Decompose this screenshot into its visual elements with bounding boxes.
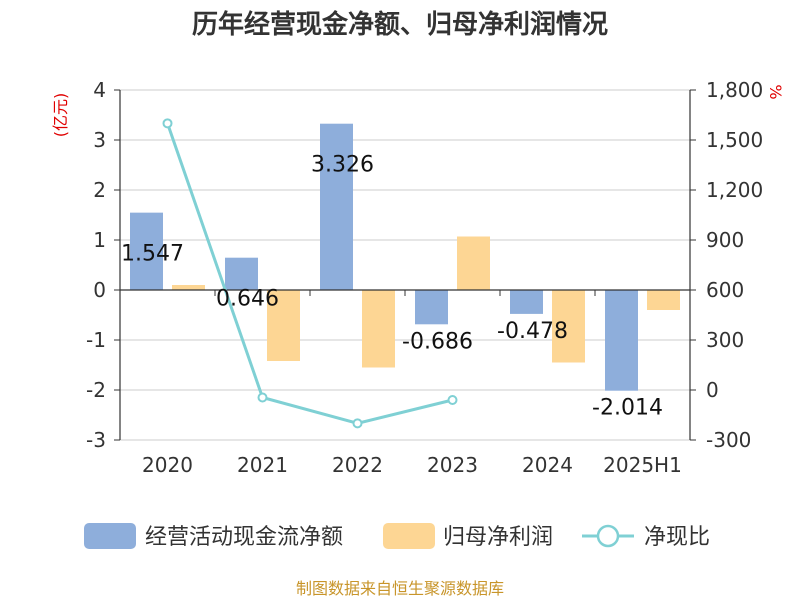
axes: 4 3 2 1 0 -1 -2 -3 1,800 1,500 1,200 900 600 300 0 -300… — [86, 78, 763, 477]
right-tick-label: 300 — [706, 328, 744, 352]
bar — [605, 290, 638, 391]
right-axis-unit: % — [766, 84, 785, 99]
bar — [130, 212, 163, 290]
legend-label-ratio: 净现比 — [644, 525, 710, 550]
right-tick-label: 900 — [706, 228, 744, 252]
right-tick-label: 1,200 — [706, 178, 763, 202]
left-axis-unit: (亿元) — [51, 93, 70, 138]
data-labels: 1.547 0.646 3.326 -0.686 -0.478 -2.014 — [121, 153, 663, 421]
line-point — [162, 118, 173, 129]
line-series — [166, 122, 453, 425]
left-tick-label: -3 — [86, 428, 106, 452]
category-label: 2023 — [427, 453, 478, 477]
left-tick-label: 0 — [93, 278, 106, 302]
data-label: -0.478 — [497, 319, 568, 344]
grid-lines — [120, 89, 690, 441]
bar — [415, 290, 448, 325]
legend: 经营活动现金流净额 归母净利润 净现比 — [84, 523, 710, 550]
right-tick-label: -300 — [706, 428, 751, 452]
left-tick-label: 1 — [93, 228, 106, 252]
category-label: 2025H1 — [603, 453, 682, 477]
left-tick-label: 4 — [93, 78, 106, 102]
left-tick-label: -1 — [86, 328, 106, 352]
bar — [457, 236, 490, 290]
bar-group — [130, 123, 680, 391]
line-point — [257, 392, 268, 403]
line-point — [352, 418, 363, 429]
bar — [267, 290, 300, 361]
bar — [320, 123, 353, 290]
left-tick-label: 2 — [93, 178, 106, 202]
category-label: 2020 — [142, 453, 193, 477]
right-tick-label: 0 — [706, 378, 719, 402]
line-point — [447, 395, 458, 405]
left-tick-label: 3 — [93, 128, 106, 152]
bar — [510, 290, 543, 314]
data-label: 1.547 — [121, 242, 184, 267]
right-tick-label: 600 — [706, 278, 744, 302]
data-label: -2.014 — [592, 396, 663, 421]
data-label: 3.326 — [311, 153, 374, 178]
legend-label-profit: 归母净利润 — [443, 525, 553, 550]
legend-label-cashflow: 经营活动现金流净额 — [145, 525, 343, 550]
chart-title: 历年经营现金净额、归母净利润情况 — [192, 9, 608, 40]
right-tick-label: 1,500 — [706, 128, 763, 152]
line-series-group — [162, 118, 458, 429]
category-label: 2024 — [522, 453, 573, 477]
left-tick-label: -2 — [86, 378, 106, 402]
category-label: 2022 — [332, 453, 383, 477]
right-tick-label: 1,800 — [706, 78, 763, 102]
bar — [647, 290, 680, 310]
bar — [552, 290, 585, 363]
data-label: 0.646 — [216, 287, 279, 312]
source-note: 制图数据来自恒生聚源数据库 — [296, 579, 504, 598]
legend-swatch-profit — [383, 523, 435, 549]
data-label: -0.686 — [402, 329, 473, 354]
legend-swatch-ratio-marker — [596, 524, 620, 548]
legend-swatch-cashflow — [84, 523, 136, 549]
bar — [225, 257, 258, 290]
category-label: 2021 — [237, 453, 288, 477]
bar — [362, 290, 395, 368]
bar — [172, 285, 205, 290]
